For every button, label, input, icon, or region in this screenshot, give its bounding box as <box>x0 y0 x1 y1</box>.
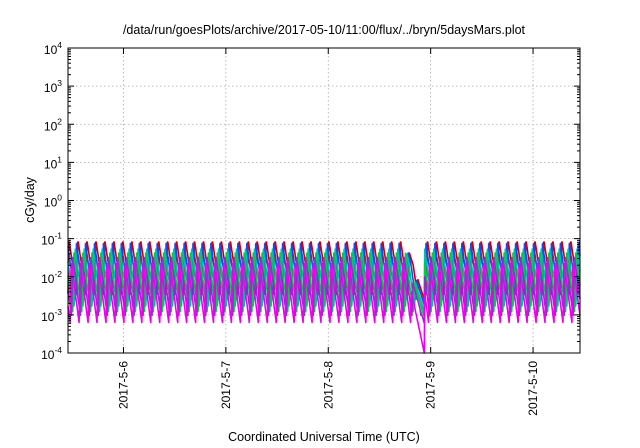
y-tick-base: 10 <box>41 272 55 286</box>
y-tick-label: 10-4 <box>41 345 62 362</box>
y-tick-exponent: 4 <box>57 40 62 50</box>
chart-title: /data/run/goesPlots/archive/2017-05-10/1… <box>123 23 526 37</box>
y-tick-label: 10-1 <box>41 231 62 248</box>
y-tick-label: 103 <box>44 78 62 95</box>
y-tick-base: 10 <box>41 234 55 248</box>
series-line-6 <box>67 262 581 354</box>
series-line-5 <box>67 256 581 325</box>
y-tick-exponent: -1 <box>54 231 62 241</box>
x-tick-label: 2017-5-8 <box>321 361 335 409</box>
y-tick-exponent: -2 <box>54 269 62 279</box>
y-tick-exponent: 0 <box>57 193 62 203</box>
y-tick-exponent: 3 <box>57 78 62 88</box>
x-tick-label: 2017-5-10 <box>526 361 540 416</box>
y-tick-base: 10 <box>44 157 58 171</box>
x-tick-labels: 2017-5-6 2017-5-7 2017-5-8 2017-5-9 2017-5-1… <box>116 361 540 416</box>
y-tick-exponent: 2 <box>57 116 62 126</box>
y-tick-exponent: 1 <box>57 154 62 164</box>
y-tick-exponent: -3 <box>54 307 62 317</box>
x-axis-label: Coordinated Universal Time (UTC) <box>228 430 420 444</box>
y-tick-base: 10 <box>44 119 58 133</box>
y-tick-label: 10-3 <box>41 307 62 324</box>
y-tick-base: 10 <box>44 81 58 95</box>
y-tick-label: 102 <box>44 116 62 133</box>
y-tick-base: 10 <box>41 310 55 324</box>
x-tick-label: 2017-5-6 <box>116 361 130 409</box>
y-axis-label: cGy/day <box>23 176 37 223</box>
y-tick-exponent: -4 <box>54 345 62 355</box>
y-tick-base: 10 <box>44 196 58 210</box>
series-line-4 <box>67 252 581 318</box>
y-tick-label: 100 <box>44 193 62 210</box>
y-tick-label: 101 <box>44 154 62 171</box>
y-tick-label: 104 <box>44 40 62 57</box>
y-tick-base: 10 <box>41 348 55 362</box>
x-tick-label: 2017-5-7 <box>219 361 233 409</box>
x-tick-label: 2017-5-9 <box>424 361 438 409</box>
axis-ticks <box>68 47 580 354</box>
y-tick-label: 10-2 <box>41 269 62 286</box>
series-lines <box>67 241 581 354</box>
y-tick-base: 10 <box>44 43 58 57</box>
